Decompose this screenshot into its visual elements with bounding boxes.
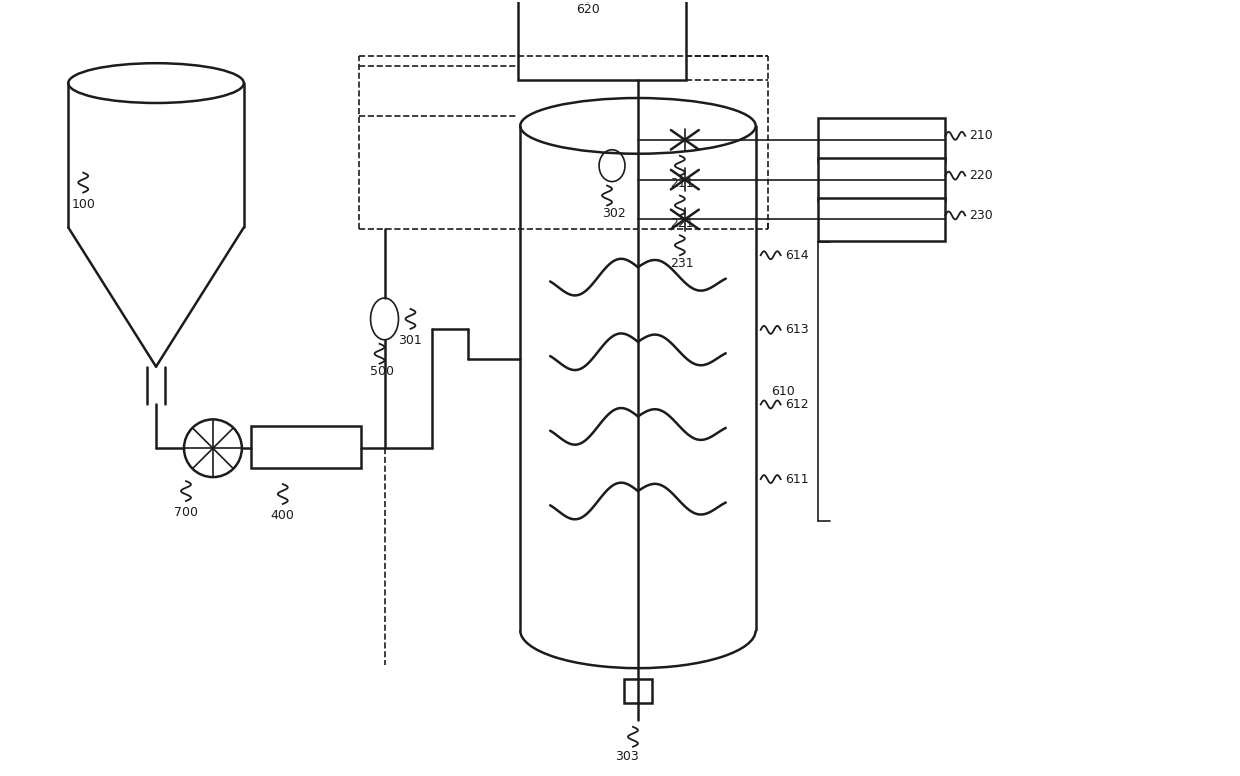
Text: 700: 700 — [174, 507, 198, 519]
Text: 620: 620 — [577, 3, 600, 16]
Bar — [817, 118, 945, 161]
Bar — [250, 426, 361, 468]
Text: 302: 302 — [603, 207, 626, 220]
Text: 210: 210 — [970, 130, 993, 142]
Text: 500: 500 — [370, 365, 393, 378]
Bar — [624, 679, 652, 703]
Bar — [518, 0, 686, 80]
Text: 303: 303 — [615, 750, 639, 764]
Text: 301: 301 — [398, 334, 423, 348]
Text: 100: 100 — [71, 198, 95, 211]
Text: 221: 221 — [670, 217, 693, 230]
Text: 400: 400 — [270, 509, 295, 522]
Text: 613: 613 — [785, 324, 808, 336]
Text: 230: 230 — [970, 209, 993, 222]
Bar — [817, 198, 945, 241]
Text: 614: 614 — [785, 249, 808, 262]
Text: 231: 231 — [670, 257, 693, 270]
Text: 211: 211 — [670, 177, 693, 190]
Text: 612: 612 — [785, 398, 808, 411]
Bar — [817, 158, 945, 202]
Text: 610: 610 — [771, 385, 795, 398]
Text: 220: 220 — [970, 169, 993, 182]
Text: 611: 611 — [785, 473, 808, 486]
